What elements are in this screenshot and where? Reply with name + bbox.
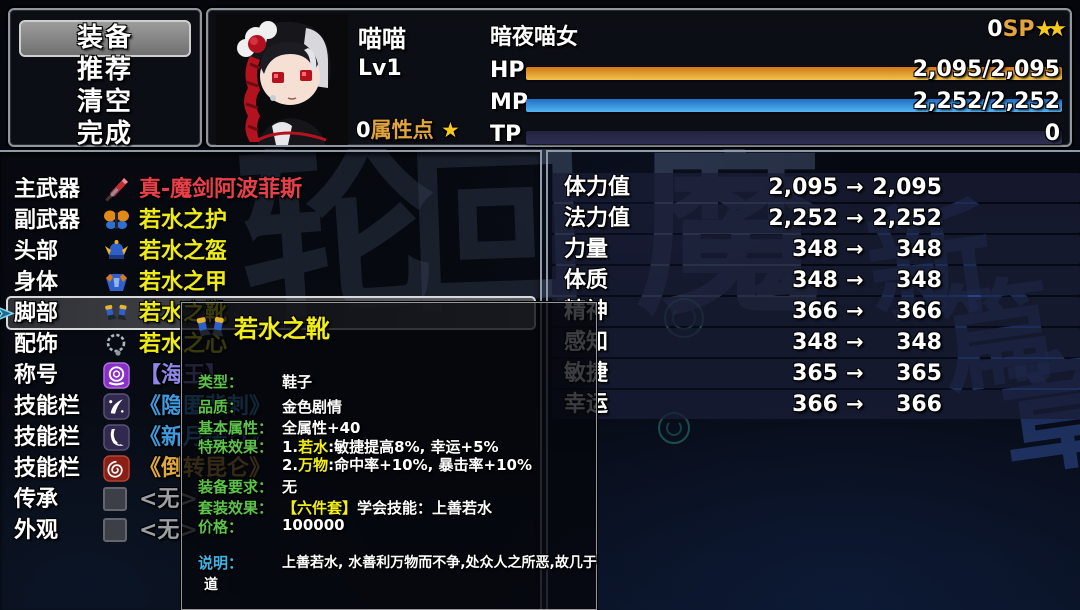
tooltip-special-1: 1.若水:敏捷提高8%, 幸运+5% <box>282 438 499 456</box>
tooltip-base-value: 全属性+40 <box>282 419 361 437</box>
empty-slot-icon <box>103 518 127 542</box>
tooltip-base-label: 基本属性： <box>198 419 274 437</box>
tooltip-type-label: 类型： <box>198 373 244 391</box>
menu-selection-highlight <box>19 20 191 57</box>
attribute-points: 0属性点 ★ <box>356 118 460 142</box>
stat-row-luck: 幸运 366 → 366 <box>552 390 1080 419</box>
menu-item-finish[interactable]: 完成 <box>76 119 133 149</box>
tp-gauge: TP 0 <box>490 120 1062 150</box>
stat-row-perception: 感知 348 → 348 <box>552 328 1080 357</box>
sword-icon <box>103 176 130 203</box>
character-name: 喵喵 <box>358 25 406 53</box>
empty-slot-icon <box>103 487 127 511</box>
arrow-icon: → <box>846 206 864 230</box>
tp-bar <box>526 131 1062 144</box>
hp-bar <box>526 67 1062 80</box>
cursor-arrow-icon <box>0 305 15 326</box>
tooltip-set-label: 套装效果： <box>198 499 274 517</box>
necklace-icon <box>103 331 130 358</box>
menu-item-recommend[interactable]: 推荐 <box>76 55 133 85</box>
stats-compare-panel: 体力值 2,095 → 2,095 法力值 2,252 → 2,252 力量 3… <box>546 150 1080 610</box>
equipped-item-name: 若水之盔 <box>139 239 228 264</box>
arrow-icon: → <box>846 175 864 199</box>
tooltip-quality-value: 金色剧情 <box>282 398 343 416</box>
character-level: Lv1 <box>358 56 402 81</box>
tp-value: 0 <box>1044 121 1060 146</box>
menu-item-clear[interactable]: 清空 <box>76 87 133 117</box>
stat-row-constitution: 体质 348 → 348 <box>552 266 1080 295</box>
tooltip-desc-label: 说明： <box>198 554 244 572</box>
tooltip-requirement-label: 装备要求： <box>198 478 274 496</box>
boots-icon <box>103 300 130 327</box>
attr-star-icon: ★ <box>440 118 460 142</box>
mp-bar <box>526 99 1062 112</box>
skill-spiral-icon <box>103 455 130 482</box>
hp-gauge: HP 2,095/2,095 <box>490 56 1062 86</box>
slot-row-head[interactable]: 头部 若水之盔 <box>0 236 540 267</box>
slot-row-main-weapon[interactable]: 主武器 真-魔剑阿波菲斯 <box>0 174 540 205</box>
mp-gauge: MP 2,252/2,252 <box>490 88 1062 118</box>
character-status-window: 喵喵 Lv1 0属性点 ★ 暗夜喵女 0SP★★ HP 2,095/2,095 … <box>206 8 1072 147</box>
butterfly-icon <box>103 207 130 234</box>
tooltip-item-name: 若水之靴 <box>234 315 330 343</box>
stat-row-strength: 力量 348 → 348 <box>552 235 1080 264</box>
stat-row-hp: 体力值 2,095 → 2,095 <box>552 173 1080 202</box>
stat-row-spirit: 精神 366 → 366 <box>552 297 1080 326</box>
arrow-icon: → <box>846 392 864 416</box>
equipped-item-name: 若水之护 <box>139 208 228 233</box>
hp-label: HP <box>490 58 525 83</box>
tooltip-requirement-value: 无 <box>282 478 298 496</box>
armor-icon <box>103 269 130 296</box>
slot-row-body[interactable]: 身体 若水之甲 <box>0 267 540 298</box>
command-menu-window: 装备 推荐 清空 完成 <box>8 8 202 149</box>
equipped-item-name: 真-魔剑阿波菲斯 <box>139 177 303 202</box>
tooltip-special-label: 特殊效果： <box>198 438 274 456</box>
stat-row-mp: 法力值 2,252 → 2,252 <box>552 204 1080 233</box>
tooltip-desc-line2: 道 <box>204 577 218 593</box>
skill-dagger-icon <box>103 393 130 420</box>
tp-label: TP <box>490 122 522 147</box>
slot-row-off-hand[interactable]: 副武器 若水之护 <box>0 205 540 236</box>
title-snail-icon <box>103 362 130 389</box>
menu-item-equip[interactable]: 装备 <box>76 23 133 53</box>
tooltip-type-value: 鞋子 <box>282 373 313 391</box>
slot-row-inherit[interactable]: 传承 <无> <box>0 484 540 515</box>
hp-value: 2,095/2,095 <box>912 57 1060 82</box>
stat-row-agility: 敏捷 365 → 365 <box>552 359 1080 388</box>
tooltip-special-2: 2.万物:命中率+10%, 暴击率+10% <box>282 456 533 474</box>
arrow-icon: → <box>846 330 864 354</box>
helmet-icon <box>103 238 130 265</box>
tooltip-set-value: 【六件套】学会技能：上善若水 <box>282 499 493 517</box>
character-class: 暗夜喵女 <box>490 25 579 50</box>
tooltip-desc-line1: 上善若水, 水善利万物而不争,处众人之所恶,故几于 <box>282 555 597 571</box>
mp-label: MP <box>490 90 529 115</box>
sp-stars-icon: ★★ <box>1034 17 1068 42</box>
arrow-icon: → <box>846 299 864 323</box>
character-portrait <box>216 14 348 145</box>
boots-icon <box>194 311 228 345</box>
arrow-icon: → <box>846 237 864 261</box>
item-tooltip: 若水之靴 类型： 鞋子 品质： 金色剧情 基本属性： 全属性+40 特殊效果： … <box>181 302 597 610</box>
skill-moon-icon <box>103 424 130 451</box>
arrow-icon: → <box>846 268 864 292</box>
mp-value: 2,252/2,252 <box>912 89 1060 114</box>
tooltip-quality-label: 品质： <box>198 398 244 416</box>
tooltip-price-label: 价格： <box>198 518 244 536</box>
sp-counter: 0SP★★ <box>987 17 1068 42</box>
equipped-item-name: 若水之甲 <box>139 270 228 295</box>
arrow-icon: → <box>846 361 864 385</box>
tooltip-price-value: 100000 <box>282 516 345 534</box>
